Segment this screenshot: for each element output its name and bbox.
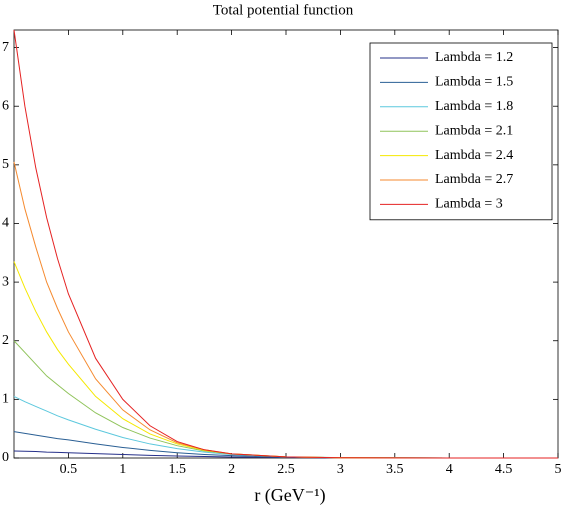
x-tick-label: 4 — [446, 462, 453, 477]
legend-label: Lambda = 2.1 — [435, 123, 513, 138]
x-tick-label: 2 — [228, 462, 235, 477]
y-tick-label: 1 — [2, 392, 9, 407]
x-tick-label: 4.5 — [495, 462, 513, 477]
line-series — [13, 261, 558, 459]
y-tick-label: 0 — [2, 450, 9, 465]
x-tick-label: 1.5 — [168, 462, 186, 477]
chart-title: Total potential function — [213, 2, 354, 18]
x-tick-label: 2.5 — [277, 462, 295, 477]
line-series — [13, 395, 559, 459]
legend-label: Lambda = 2.7 — [435, 172, 513, 187]
y-tick-label: 5 — [2, 157, 9, 172]
legend-label: Lambda = 2.4 — [435, 148, 513, 163]
y-tick-label: 3 — [2, 274, 9, 289]
y-tick-label: 2 — [2, 333, 9, 348]
x-axis-label: r (GeV⁻¹) — [254, 485, 325, 506]
line-series — [13, 29, 558, 459]
legend-label: Lambda = 3 — [435, 197, 503, 212]
legend-label: Lambda = 1.2 — [435, 50, 513, 65]
y-tick-label: 7 — [2, 40, 9, 55]
x-tick-label: 5 — [555, 462, 562, 477]
x-tick-label: 0.5 — [60, 462, 78, 477]
legend-label: Lambda = 1.5 — [435, 75, 513, 90]
y-tick-label: 6 — [2, 98, 9, 113]
x-tick-label: 3 — [337, 462, 344, 477]
legend-label: Lambda = 1.8 — [435, 99, 513, 114]
y-tick-label: 4 — [2, 216, 9, 231]
x-tick-label: 1 — [119, 462, 126, 477]
x-tick-label: 3.5 — [386, 462, 404, 477]
